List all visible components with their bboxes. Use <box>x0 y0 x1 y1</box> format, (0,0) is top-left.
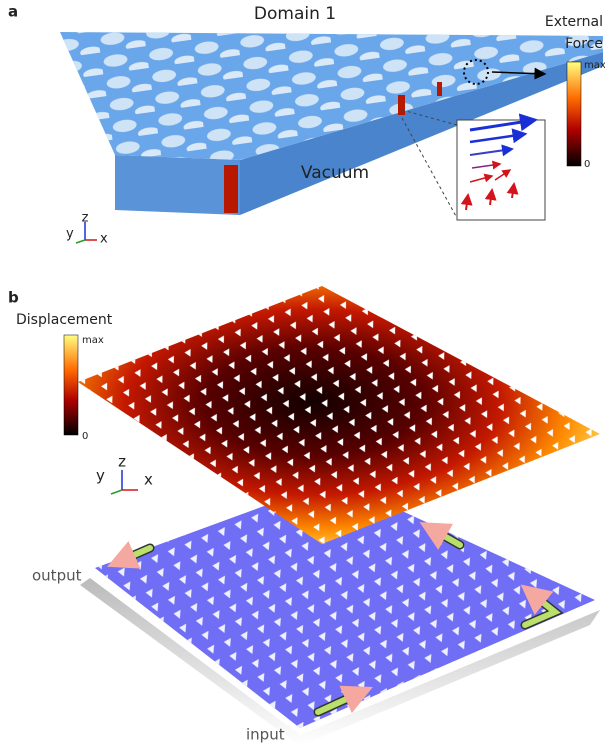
region-label: Vacuum <box>301 163 369 183</box>
colorbar-max: max <box>584 60 605 71</box>
axis-y: y <box>96 467 105 485</box>
panel-label: b <box>8 289 19 307</box>
colorbar <box>567 62 581 166</box>
axis-x: x <box>144 471 153 489</box>
axis-y: y <box>66 227 74 242</box>
axis-z: z <box>118 453 126 471</box>
axis-x: x <box>100 232 108 247</box>
title: Domain 1 <box>254 4 336 24</box>
colorbar-title: Force <box>565 36 603 52</box>
axes-triad: z x y <box>96 453 153 495</box>
axis-z: z <box>82 211 89 226</box>
colorbar-min: 0 <box>82 431 88 442</box>
panel-label: a <box>8 3 18 21</box>
figure: a Domain 1 Vacuum External Force max 0 z… <box>0 0 605 748</box>
input-label: input <box>246 726 285 744</box>
colorbar-min: 0 <box>584 159 590 170</box>
colorbar-max: max <box>82 335 104 346</box>
displacement-sheet <box>78 286 600 544</box>
colorbar <box>64 335 78 435</box>
axes-triad: z x y <box>66 211 108 247</box>
colorbar-title: External <box>545 14 603 30</box>
output-label: output <box>32 567 82 585</box>
colorbar-title: Displacement <box>16 312 113 328</box>
